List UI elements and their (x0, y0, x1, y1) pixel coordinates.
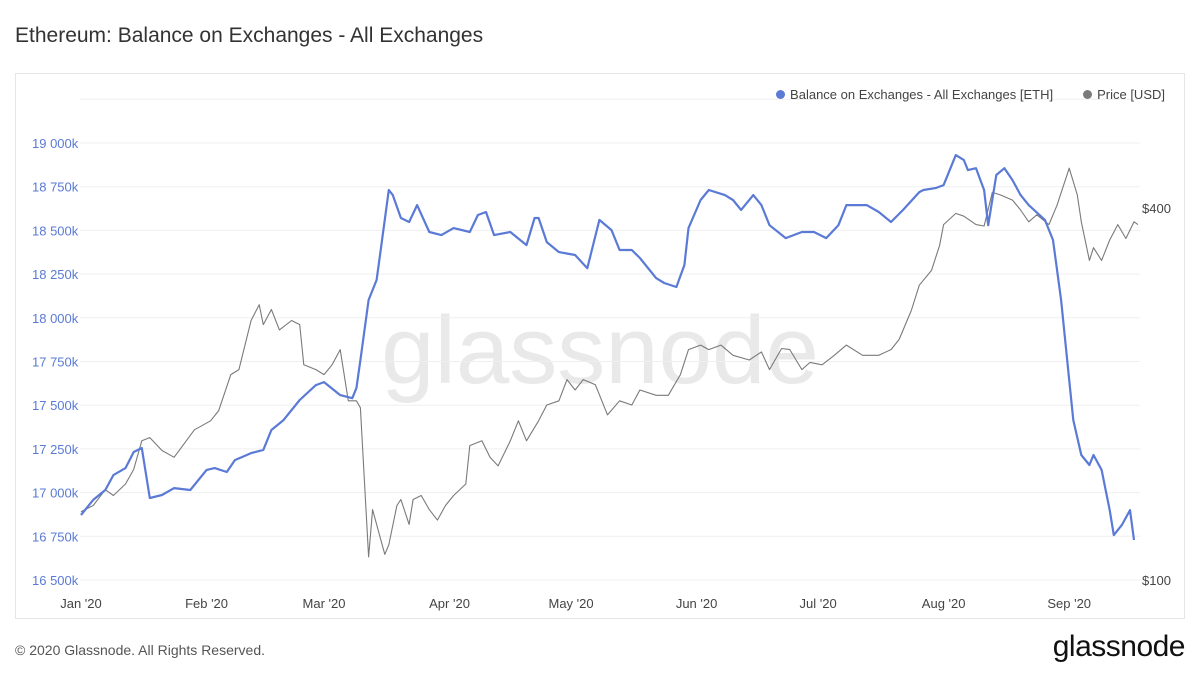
y-left-tick-label: 17 250k (32, 442, 79, 457)
legend-dot-icon (776, 90, 786, 99)
x-tick-label: Sep '20 (1047, 596, 1091, 611)
y-left-tick-label: 17 500k (32, 398, 79, 413)
x-tick-label: May '20 (548, 596, 593, 611)
chart-title: Ethereum: Balance on Exchanges - All Exc… (15, 24, 484, 47)
glassnode-logo: glassnode (1052, 630, 1186, 663)
legend: Balance on Exchanges - All Exchanges [ET… (776, 87, 1165, 102)
price-line (80, 167, 1139, 558)
legend-dot-icon (1083, 90, 1093, 99)
legend-item-balance[interactable]: Balance on Exchanges - All Exchanges [ET… (776, 87, 1053, 102)
balance-line (80, 154, 1136, 541)
y-left-tick-label: 18 500k (32, 223, 79, 238)
x-tick-label: Feb '20 (185, 596, 228, 611)
y-left-tick-label: 17 750k (32, 355, 79, 370)
y-left-tick-label: 17 000k (32, 486, 79, 501)
copyright: © 2020 Glassnode. All Rights Reserved. (15, 642, 266, 658)
x-tick-label: Jan '20 (60, 596, 102, 611)
chart-panel (15, 73, 1185, 619)
x-tick-label: Apr '20 (429, 596, 470, 611)
y-left-tick-label: 18 000k (32, 311, 79, 326)
y-left-tick-label: 18 750k (32, 180, 79, 195)
y-left-tick-label: 16 500k (32, 573, 79, 588)
watermark: glassnode (381, 297, 819, 404)
x-tick-label: Jul '20 (800, 596, 837, 611)
y-left-tick-label: 16 750k (32, 529, 79, 544)
x-tick-label: Aug '20 (922, 596, 966, 611)
x-tick-label: Mar '20 (303, 596, 346, 611)
legend-label-price: Price [USD] (1097, 87, 1165, 102)
y-right-tick-label: $400 (1142, 201, 1171, 216)
y-right-tick-label: $100 (1142, 573, 1171, 588)
y-left-tick-label: 18 250k (32, 267, 79, 282)
legend-label-balance: Balance on Exchanges - All Exchanges [ET… (790, 87, 1054, 102)
y-left-tick-label: 19 000k (32, 136, 79, 151)
legend-item-price[interactable]: Price [USD] (1083, 87, 1165, 102)
x-tick-label: Jun '20 (676, 596, 718, 611)
